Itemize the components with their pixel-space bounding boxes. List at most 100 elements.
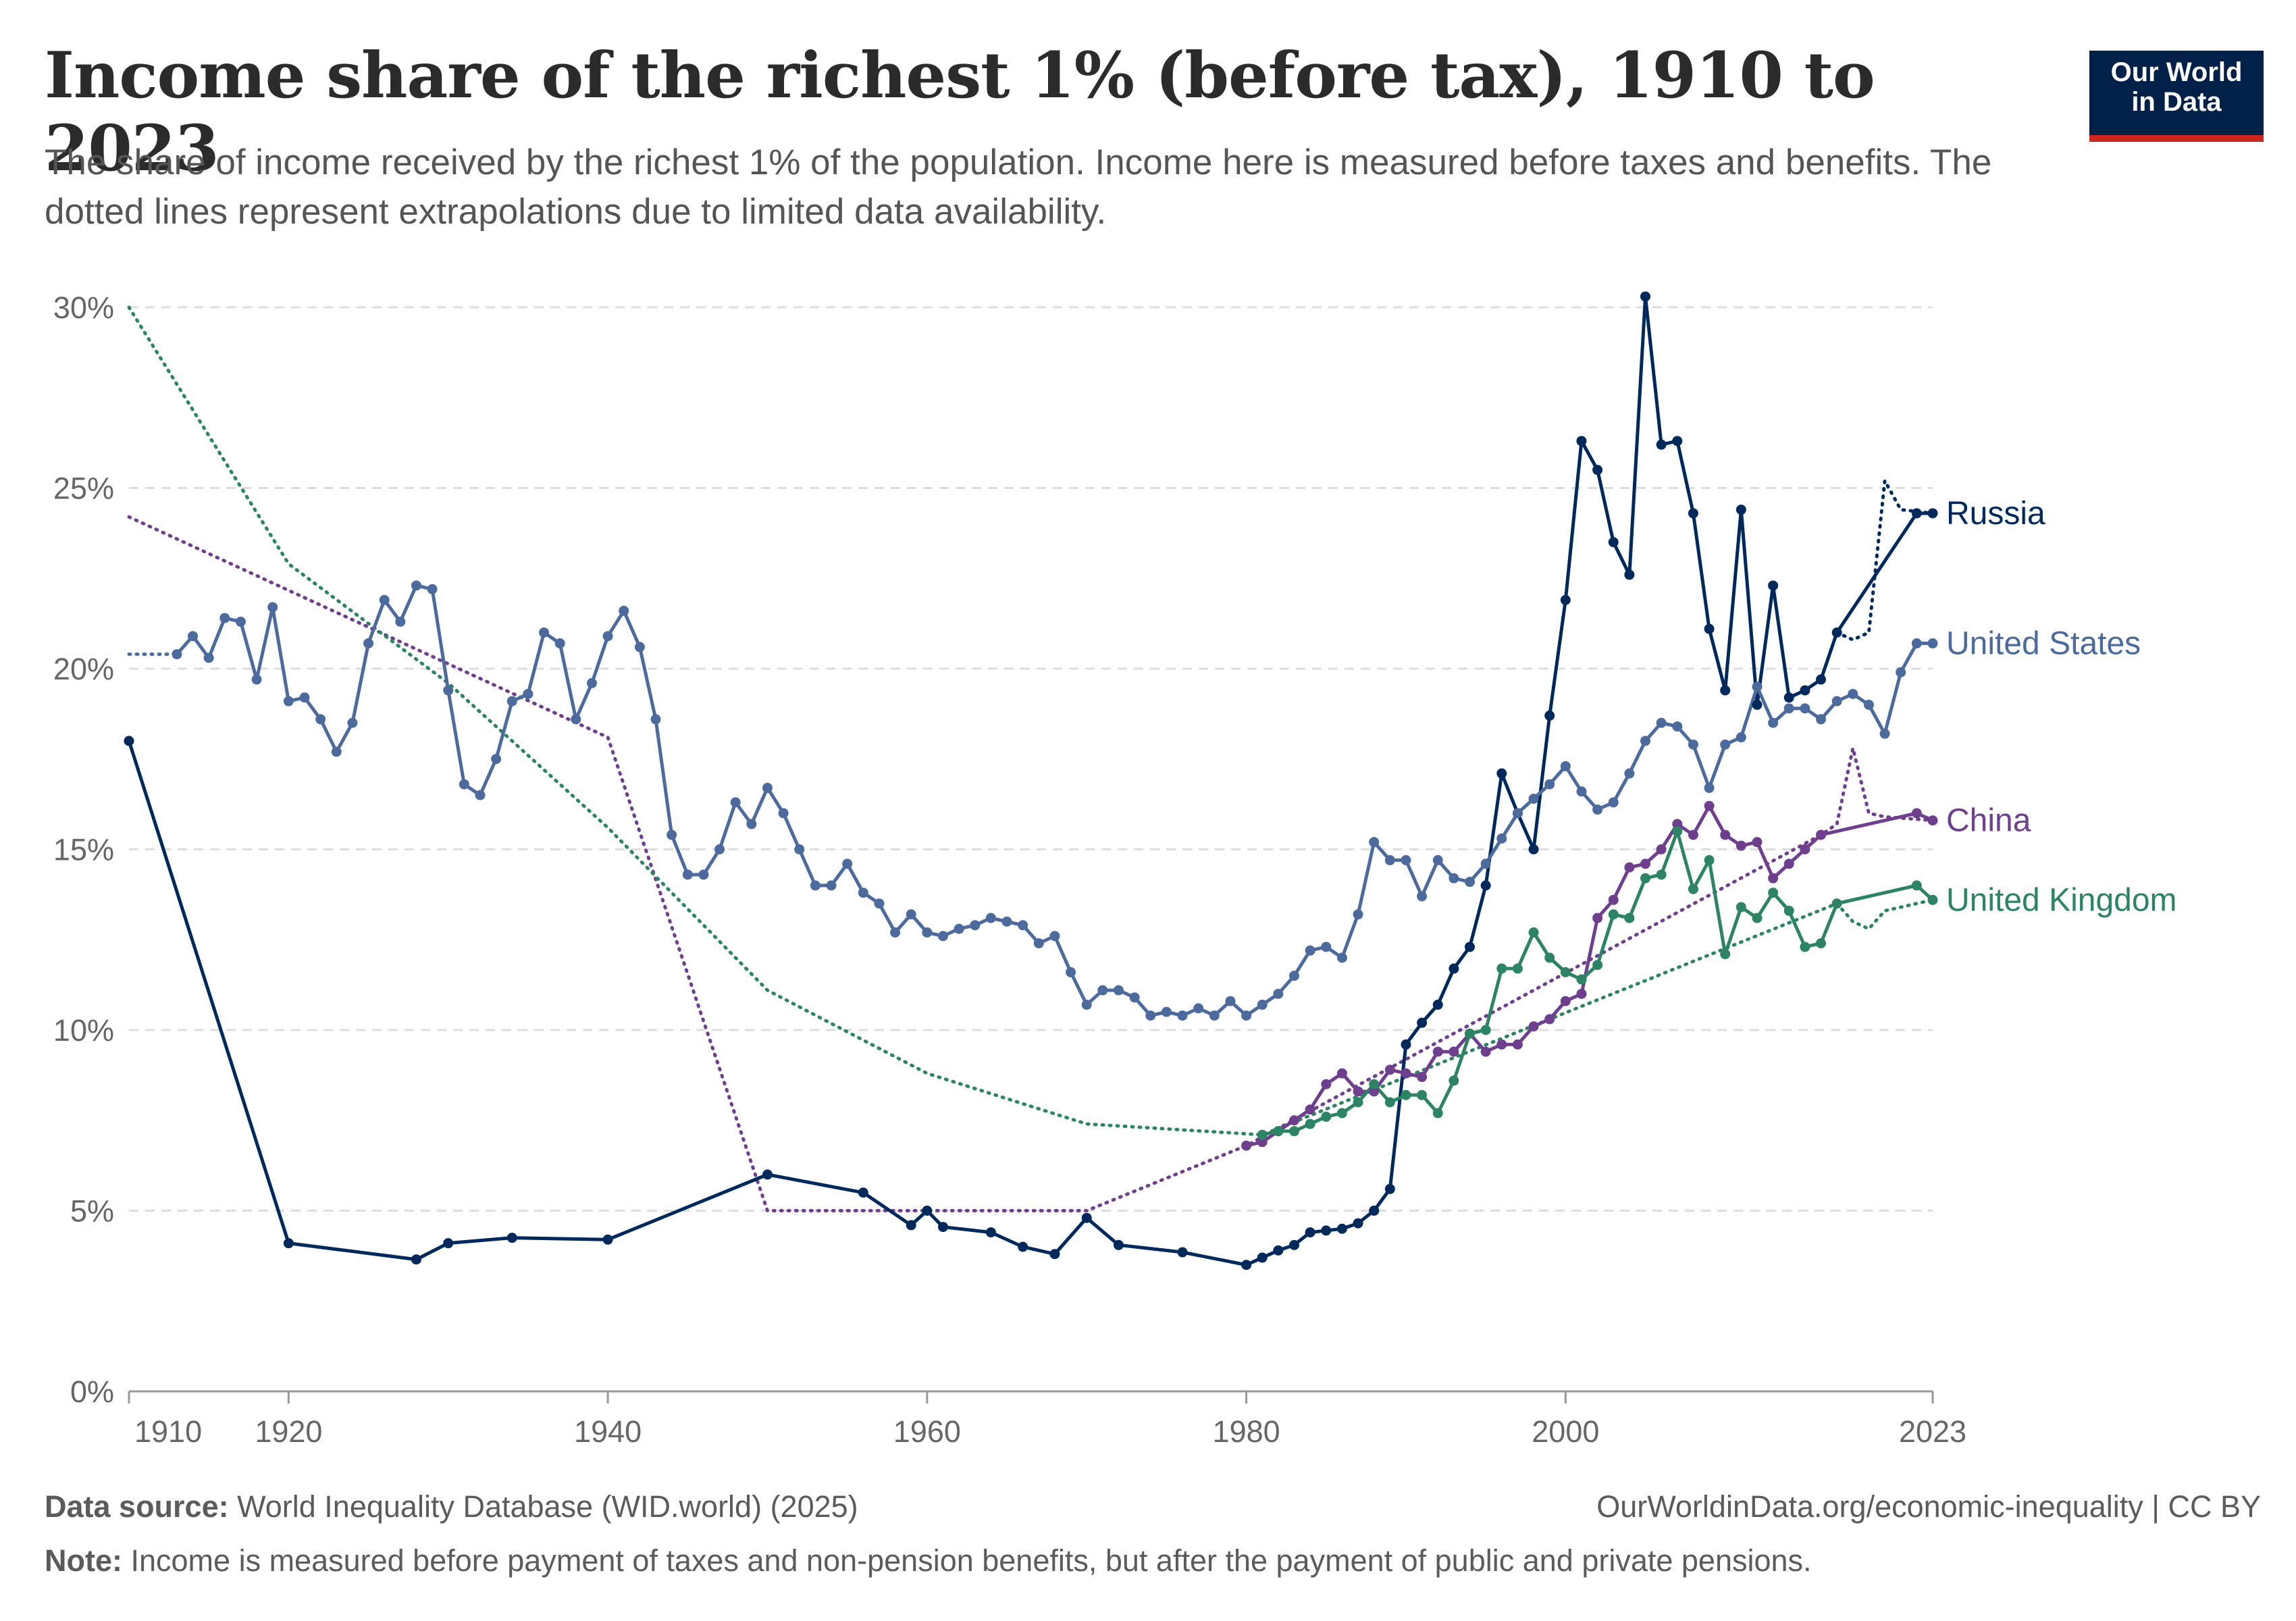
data-point-russia — [1911, 508, 1922, 519]
data-point-united-kingdom — [1321, 1111, 1332, 1122]
data-point-united-states — [842, 858, 853, 869]
data-point-united-states — [602, 631, 613, 642]
data-point-united-kingdom — [1512, 963, 1523, 974]
data-point-united-states — [203, 652, 214, 663]
series-label-russia: Russia — [1946, 496, 2045, 532]
data-point-united-states — [667, 829, 677, 840]
series-line-united-states — [176, 584, 1933, 1018]
data-point-united-states — [906, 909, 916, 920]
data-point-united-states — [1848, 688, 1858, 699]
data-point-united-kingdom — [1688, 883, 1698, 894]
data-point-united-states — [1129, 992, 1140, 1003]
data-source-link[interactable]: World Inequality Database (WID.world) (2… — [237, 1489, 858, 1524]
data-point-russia — [1608, 537, 1619, 548]
data-point-united-states — [1336, 952, 1347, 963]
data-point-china — [1432, 1046, 1443, 1057]
data-point-russia — [906, 1220, 916, 1231]
data-point-russia — [1576, 436, 1587, 446]
data-point-united-states — [1688, 739, 1698, 750]
data-point-united-kingdom — [1624, 912, 1635, 923]
data-point-china — [1257, 1137, 1268, 1148]
data-point-china — [1656, 844, 1667, 854]
data-point-united-states — [1384, 855, 1395, 866]
x-tick-label: 2000 — [1532, 1414, 1599, 1449]
data-point-china — [1321, 1079, 1332, 1089]
data-point-united-states — [283, 696, 294, 706]
data-point-united-kingdom — [1465, 1028, 1476, 1039]
data-point-united-kingdom — [1353, 1097, 1363, 1108]
y-axis-tick-labels: 0% 5% 10% 15% 20% 25% 30% — [53, 290, 114, 1409]
data-point-russia — [411, 1254, 421, 1265]
data-point-united-states — [762, 783, 773, 794]
data-point-russia — [1241, 1260, 1252, 1270]
data-point-united-kingdom — [1576, 974, 1587, 985]
data-point-united-states — [1305, 945, 1315, 956]
data-point-united-states — [539, 627, 550, 638]
data-point-united-states — [475, 790, 486, 800]
data-point-russia — [1305, 1227, 1315, 1238]
data-point-china — [1911, 808, 1922, 819]
data-point-united-states — [1321, 942, 1332, 952]
data-point-united-states — [443, 685, 454, 696]
data-point-united-states — [1512, 808, 1523, 819]
data-point-russia — [1114, 1239, 1124, 1250]
owid-logo[interactable]: Our World in Data — [2089, 51, 2264, 142]
data-point-united-states — [922, 927, 933, 938]
y-tick-label: 5% — [70, 1194, 114, 1229]
data-point-united-kingdom — [1656, 869, 1667, 880]
data-point-china — [1512, 1039, 1523, 1050]
data-point-united-states — [1783, 703, 1794, 714]
data-point-united-states — [1896, 667, 1906, 677]
chart-subtitle: The share of income received by the rich… — [45, 143, 1992, 232]
data-point-united-states — [1480, 858, 1491, 869]
y-tick-label: 0% — [70, 1374, 114, 1409]
data-point-united-states — [331, 746, 342, 757]
data-point-china — [1736, 840, 1746, 851]
series-labels: Russia United States China United Kingdom — [1946, 496, 2177, 918]
data-point-china — [1768, 873, 1779, 883]
data-point-china — [1528, 1021, 1539, 1032]
data-point-russia — [1927, 508, 1938, 519]
data-point-russia — [1704, 623, 1715, 634]
data-point-china — [1369, 1086, 1380, 1097]
data-point-united-states — [1752, 681, 1763, 692]
series-line-china — [1246, 804, 1934, 1148]
data-point-russia — [1401, 1039, 1411, 1050]
data-point-united-kingdom — [1369, 1079, 1380, 1089]
note-label: Note: — [45, 1543, 122, 1578]
data-point-united-kingdom — [1831, 898, 1842, 909]
data-point-united-kingdom — [1417, 1089, 1428, 1100]
data-point-united-states — [347, 717, 358, 728]
data-point-united-kingdom — [1560, 967, 1571, 977]
data-point-united-kingdom — [1480, 1025, 1491, 1035]
data-point-united-states — [634, 642, 645, 652]
data-point-china — [1289, 1115, 1300, 1126]
data-point-united-kingdom — [1720, 949, 1731, 960]
x-tick-label: 1940 — [574, 1414, 642, 1449]
chart-title: Income share of the richest 1% (before t… — [45, 38, 1875, 186]
data-point-united-states — [1544, 779, 1555, 790]
data-point-united-kingdom — [1305, 1118, 1315, 1129]
data-point-united-states — [1225, 996, 1236, 1006]
data-point-china — [1384, 1064, 1395, 1075]
data-point-united-states — [188, 631, 199, 642]
data-point-russia — [1800, 685, 1810, 696]
data-point-united-states — [427, 584, 438, 594]
data-point-united-states — [1816, 714, 1827, 725]
data-point-russia — [1369, 1206, 1380, 1216]
data-point-russia — [1624, 569, 1635, 580]
data-point-united-kingdom — [1449, 1075, 1459, 1086]
y-tick-label: 15% — [53, 833, 114, 867]
data-point-china — [1305, 1104, 1315, 1115]
data-point-russia — [1592, 465, 1603, 475]
data-point-united-states — [650, 714, 661, 725]
extrapolation-line-united-kingdom — [127, 305, 1935, 1137]
data-point-united-states — [730, 797, 741, 808]
data-point-united-states — [1863, 700, 1874, 710]
data-point-united-states — [1736, 732, 1746, 743]
source-url[interactable]: OurWorldinData.org/economic-inequality |… — [1596, 1489, 2261, 1524]
data-point-united-states — [858, 887, 868, 898]
data-point-united-states — [554, 638, 565, 649]
data-point-russia — [1353, 1218, 1363, 1229]
data-point-china — [1353, 1086, 1363, 1097]
